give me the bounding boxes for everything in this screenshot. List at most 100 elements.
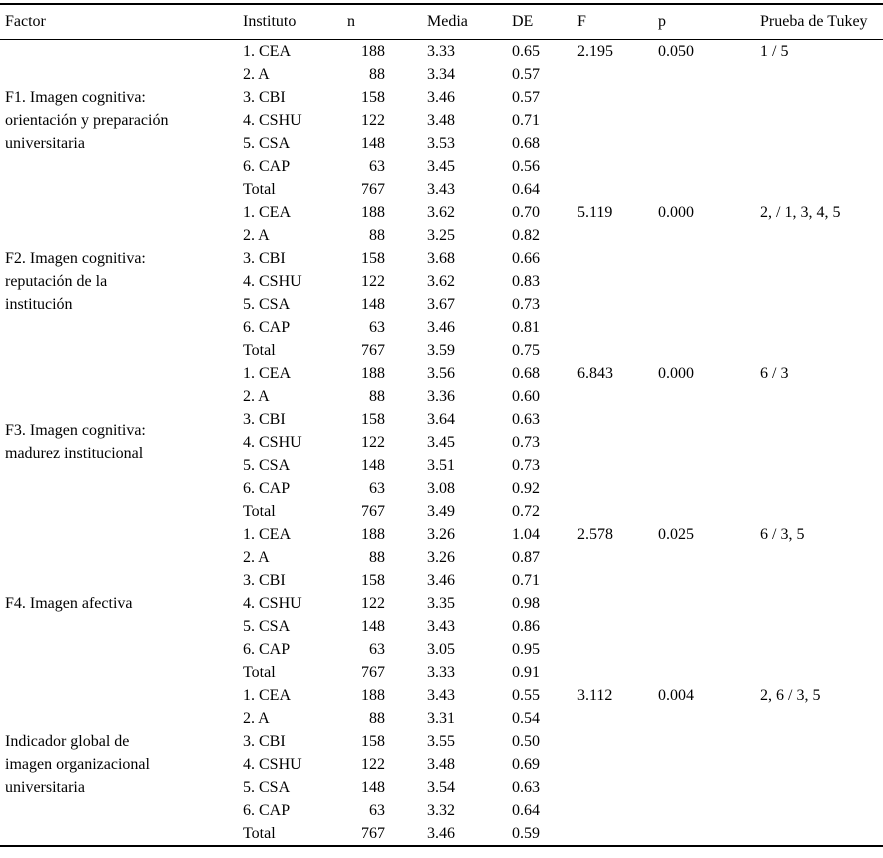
tukey-cell xyxy=(760,178,883,201)
instituto-cell: 1. CEA xyxy=(243,364,291,382)
tukey-cell xyxy=(760,454,883,477)
instituto-cell: 5. CSA xyxy=(243,617,291,635)
de-cell: 0.81 xyxy=(512,318,540,336)
de-cell: 0.54 xyxy=(512,709,540,727)
factor-line: universitaria xyxy=(5,778,85,796)
n-cell: 767 xyxy=(361,502,385,520)
instituto-cell: 6. CAP xyxy=(243,157,291,175)
p-cell xyxy=(658,546,760,569)
n-cell: 148 xyxy=(361,456,385,474)
n-cell: 158 xyxy=(361,732,385,750)
de-cell: 0.75 xyxy=(512,341,540,359)
table-row: 3. CBI 158 3.64 0.63 xyxy=(0,408,883,431)
tukey-cell xyxy=(760,638,883,661)
f-cell xyxy=(577,776,658,799)
de-cell: 0.57 xyxy=(512,65,540,83)
media-cell: 3.46 xyxy=(427,88,455,106)
p-cell xyxy=(658,799,760,822)
table-row: 4. CSHU 122 3.48 0.71 xyxy=(0,109,883,132)
p-cell xyxy=(658,408,760,431)
tukey-cell: 1 / 5 xyxy=(760,42,789,60)
media-cell: 3.25 xyxy=(427,226,455,244)
media-cell: 3.64 xyxy=(427,410,455,428)
de-cell: 0.71 xyxy=(512,571,540,589)
n-cell: 63 xyxy=(369,318,385,336)
f-cell xyxy=(577,638,658,661)
tukey-cell xyxy=(760,822,883,846)
n-cell: 188 xyxy=(361,525,385,543)
tukey-cell xyxy=(760,776,883,799)
col-header-factor: Factor xyxy=(0,4,243,40)
factor-line: institución xyxy=(5,295,73,313)
media-cell: 3.33 xyxy=(427,663,455,681)
p-cell: 0.004 xyxy=(658,686,694,704)
table-row: 5. CSA 148 3.67 0.73 xyxy=(0,293,883,316)
n-cell: 188 xyxy=(361,686,385,704)
table-row: 3. CBI 158 3.68 0.66 xyxy=(0,247,883,270)
de-cell: 0.82 xyxy=(512,226,540,244)
tukey-cell xyxy=(760,799,883,822)
f-cell xyxy=(577,615,658,638)
de-cell: 0.71 xyxy=(512,111,540,129)
table-row: 2. A 88 3.31 0.54 xyxy=(0,707,883,730)
de-cell: 1.04 xyxy=(512,525,540,543)
table-row: F1. Imagen cognitiva: orientación y prepa… xyxy=(0,39,883,152)
n-cell: 188 xyxy=(361,203,385,221)
tukey-cell xyxy=(760,109,883,132)
de-cell: 0.68 xyxy=(512,134,540,152)
media-cell: 3.43 xyxy=(427,617,455,635)
instituto-cell: 1. CEA xyxy=(243,42,291,60)
n-cell: 88 xyxy=(369,65,385,83)
p-cell xyxy=(658,247,760,270)
p-cell xyxy=(658,155,760,178)
n-cell: 158 xyxy=(361,249,385,267)
p-cell xyxy=(658,339,760,362)
table-row: F2. Imagen cognitiva: reputación de la ins… xyxy=(0,201,883,313)
instituto-cell: 1. CEA xyxy=(243,525,291,543)
instituto-cell: 6. CAP xyxy=(243,640,291,658)
media-cell: 3.62 xyxy=(427,203,455,221)
table-row: 6. CAP 63 3.08 0.92 xyxy=(0,477,883,500)
n-cell: 122 xyxy=(361,111,385,129)
tukey-cell xyxy=(760,224,883,247)
de-cell: 0.91 xyxy=(512,663,540,681)
n-cell: 122 xyxy=(361,433,385,451)
f-cell xyxy=(577,155,658,178)
instituto-cell: Total xyxy=(243,663,276,681)
media-cell: 3.34 xyxy=(427,65,455,83)
table-body: F1. Imagen cognitiva: orientación y prepa… xyxy=(0,39,883,846)
f-cell xyxy=(577,799,658,822)
instituto-cell: Total xyxy=(243,824,276,842)
tukey-cell xyxy=(760,316,883,339)
p-cell xyxy=(658,454,760,477)
de-cell: 0.86 xyxy=(512,617,540,635)
tukey-cell xyxy=(760,155,883,178)
f-cell xyxy=(577,477,658,500)
table-row: 5. CSA 148 3.54 0.63 xyxy=(0,776,883,799)
table-row: 3. CBI 158 3.55 0.50 xyxy=(0,730,883,753)
de-cell: 0.63 xyxy=(512,778,540,796)
f-cell xyxy=(577,270,658,293)
media-cell: 3.51 xyxy=(427,456,455,474)
n-cell: 122 xyxy=(361,755,385,773)
tukey-cell xyxy=(760,500,883,523)
table-row: Total 767 3.33 0.91 xyxy=(0,661,883,684)
p-cell xyxy=(658,661,760,684)
factor-line: F2. Imagen cognitiva: xyxy=(5,249,146,267)
p-cell: 0.000 xyxy=(658,364,694,382)
tukey-cell xyxy=(760,707,883,730)
tukey-cell xyxy=(760,661,883,684)
instituto-cell: 3. CBI xyxy=(243,410,286,428)
table-row: 5. CSA 148 3.51 0.73 xyxy=(0,454,883,477)
p-cell xyxy=(658,753,760,776)
col-header-n: n xyxy=(347,4,390,40)
tukey-cell xyxy=(760,569,883,592)
media-cell: 3.67 xyxy=(427,295,455,313)
f-cell xyxy=(577,316,658,339)
header-row: Factor Instituto n Media DE F p Prueba d… xyxy=(0,4,883,40)
p-cell xyxy=(658,293,760,316)
tukey-cell xyxy=(760,615,883,638)
factor-cell: F2. Imagen cognitiva: reputación de la ins… xyxy=(0,201,243,362)
n-cell: 767 xyxy=(361,663,385,681)
n-cell: 88 xyxy=(369,387,385,405)
